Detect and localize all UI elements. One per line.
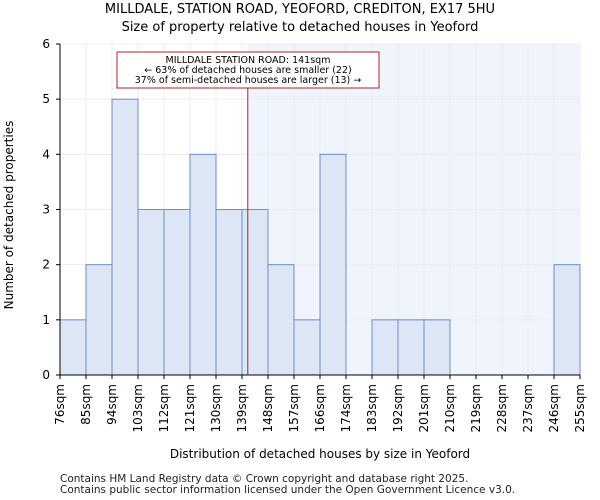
bar — [215, 209, 243, 376]
x-tick-label: 201sqm — [417, 384, 431, 432]
y-tick-label: 5 — [42, 92, 50, 106]
bar — [553, 264, 581, 376]
x-tick-label: 148sqm — [261, 384, 275, 432]
bar — [319, 153, 347, 376]
y-tick-label: 1 — [42, 313, 50, 327]
y-tick-label: 6 — [42, 37, 50, 51]
y-tick-label: 3 — [42, 203, 50, 217]
y-axis-label: Number of detached properties — [2, 121, 16, 310]
y-tick-label: 0 — [42, 368, 50, 382]
footer-line-2: Contains public sector information licen… — [60, 484, 516, 496]
x-tick-label: 103sqm — [131, 384, 145, 432]
y-tick-label: 4 — [42, 147, 50, 161]
x-tick-label: 228sqm — [495, 384, 509, 432]
bar — [397, 319, 425, 376]
annotation-line-2: ← 63% of detached houses are smaller (22… — [144, 65, 351, 76]
y-tick-label: 2 — [42, 258, 50, 272]
x-tick-label: 210sqm — [443, 384, 457, 432]
x-tick-label: 130sqm — [209, 384, 223, 432]
x-tick-label: 139sqm — [235, 384, 249, 432]
bar — [111, 98, 139, 376]
annotation-line-1: MILLDALE STATION ROAD: 141sqm — [166, 55, 331, 66]
footer-line-1: Contains HM Land Registry data © Crown c… — [60, 473, 469, 485]
x-tick-label: 237sqm — [521, 384, 535, 432]
bar — [423, 319, 451, 376]
bar — [137, 209, 165, 376]
x-tick-label: 76sqm — [53, 384, 67, 425]
x-tick-label: 192sqm — [391, 384, 405, 432]
x-tick-label: 255sqm — [573, 384, 587, 432]
x-tick-label: 183sqm — [365, 384, 379, 432]
bar — [241, 209, 269, 376]
x-axis-label: Distribution of detached houses by size … — [170, 447, 470, 461]
bar — [85, 264, 113, 376]
chart-title: MILLDALE, STATION ROAD, YEOFORD, CREDITO… — [104, 2, 496, 17]
x-tick-label: 166sqm — [313, 384, 327, 432]
bar — [163, 209, 191, 376]
chart-subtitle: Size of property relative to detached ho… — [121, 20, 479, 35]
annotation-line-3: 37% of semi-detached houses are larger (… — [135, 75, 362, 86]
bar — [293, 319, 321, 376]
x-tick-label: 157sqm — [287, 384, 301, 432]
x-tick-label: 174sqm — [339, 384, 353, 432]
x-tick-label: 112sqm — [157, 384, 171, 432]
bar — [371, 319, 399, 376]
x-tick-label: 219sqm — [469, 384, 483, 432]
chart: 0 1 2 3 4 5 6 76sqm 85sqm 94sqm 103sqm 112sqm 121sqm… — [2, 37, 587, 461]
x-tick-label: 94sqm — [105, 384, 119, 425]
bar — [267, 264, 295, 376]
bar — [189, 153, 217, 376]
annotation-box — [116, 51, 380, 89]
x-tick-label: 121sqm — [183, 384, 197, 432]
x-tick-label: 246sqm — [547, 384, 561, 432]
x-tick-label: 85sqm — [79, 384, 93, 425]
bar — [59, 319, 87, 376]
